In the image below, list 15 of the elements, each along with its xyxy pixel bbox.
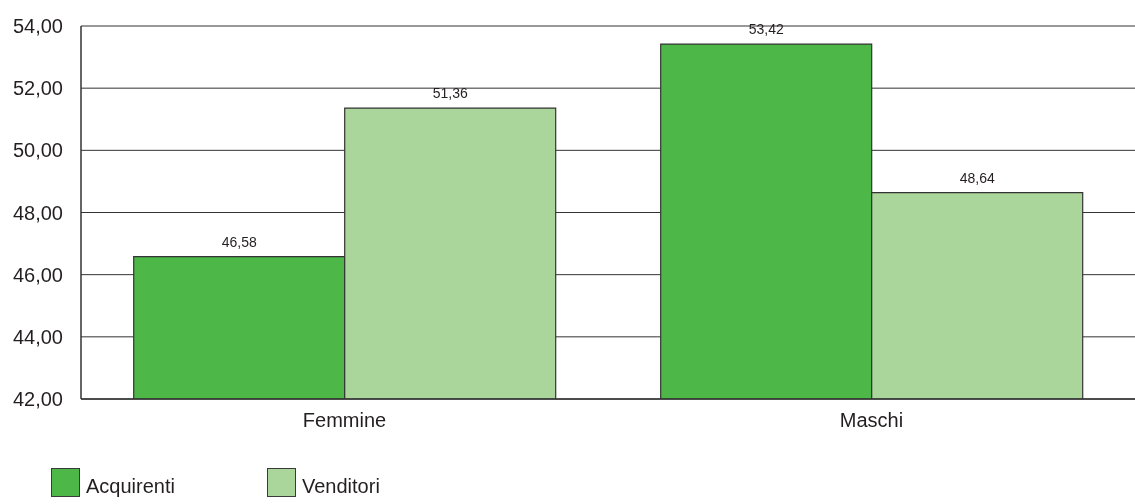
y-tick-label: 44,00 [12, 325, 63, 348]
x-tick-label: Femmine [302, 409, 387, 432]
data-label: 53,42 [748, 21, 784, 38]
y-tick-label: 42,00 [12, 388, 63, 411]
y-tick-label: 46,00 [12, 263, 63, 286]
y-tick-label: 48,00 [12, 201, 63, 224]
y-tick-label: 54,00 [12, 15, 63, 38]
y-tick-label: 52,00 [12, 77, 63, 100]
y-tick-label: 50,00 [12, 139, 63, 162]
data-label: 46,58 [221, 233, 257, 250]
data-label: 48,64 [959, 169, 995, 186]
x-tick-label: Maschi [839, 409, 904, 432]
legend-label: Venditori [302, 475, 380, 497]
data-label: 51,36 [432, 85, 468, 102]
legend-label: Acquirenti [86, 475, 175, 497]
